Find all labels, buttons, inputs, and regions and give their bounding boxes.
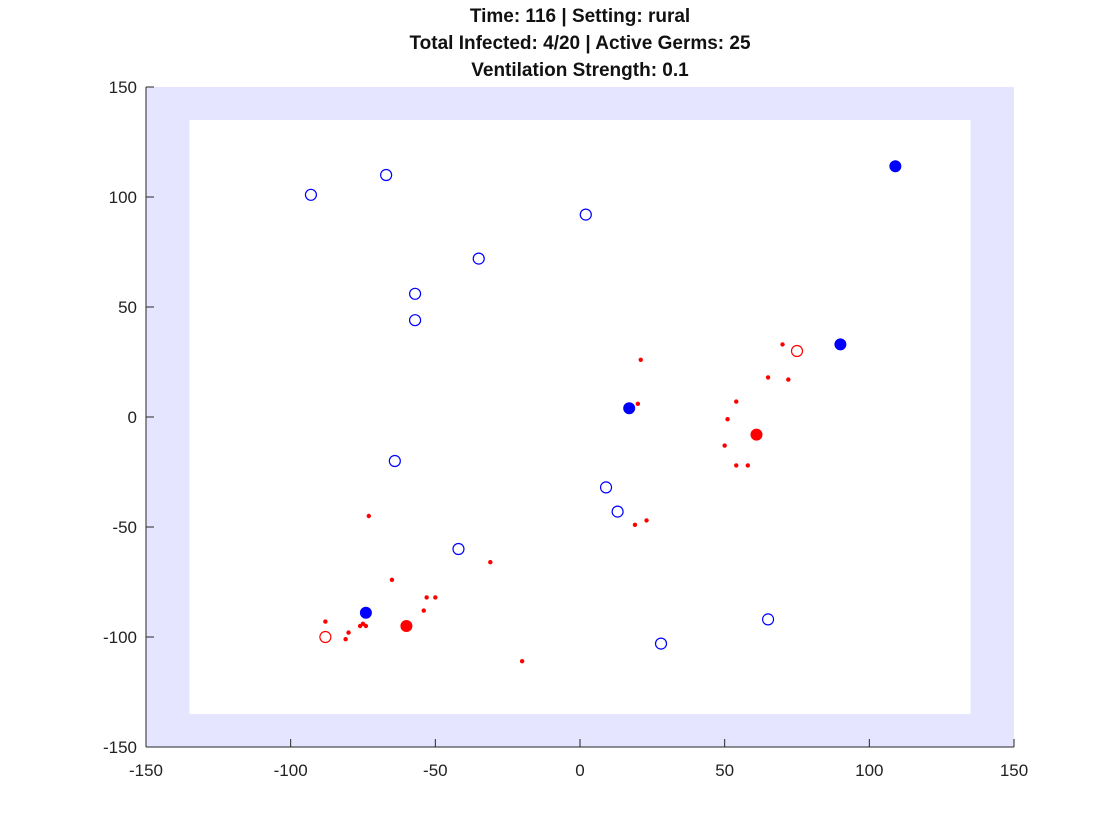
germ-point-20 xyxy=(363,623,369,629)
immune-point-1 xyxy=(834,338,847,351)
germ-point-15 xyxy=(424,595,429,600)
x-axis-ticks: -150 -100 -50 0 50 100 150 xyxy=(129,739,1028,780)
healthy-point-7 xyxy=(599,481,613,494)
y-tick-label-5: -100 xyxy=(103,628,137,647)
healthy-point-0 xyxy=(304,188,318,201)
infected-point-1 xyxy=(400,620,413,632)
healthy-point-5 xyxy=(408,314,422,327)
title-line-ventilation: Ventilation Strength: 0.1 xyxy=(471,60,689,81)
germ-point-10 xyxy=(644,518,649,523)
germ-point-7 xyxy=(722,443,727,448)
healthy-point-9 xyxy=(452,542,465,556)
y-tick-label-3: 0 xyxy=(128,408,137,427)
germ-point-4 xyxy=(734,399,739,404)
y-tick-label-4: -50 xyxy=(112,518,137,537)
immune-point-0 xyxy=(889,160,902,173)
germ-point-23 xyxy=(519,659,525,664)
y-tick-label-1: 100 xyxy=(109,188,137,207)
plot-area: -150 -100 -50 0 50 100 150 150100500-50-100-15… xyxy=(103,78,1028,780)
x-tick-label-1: -100 xyxy=(274,761,308,780)
infected-inactive-point-0 xyxy=(790,344,804,358)
healthy-point-10 xyxy=(761,613,775,626)
germ-point-22 xyxy=(343,637,348,642)
germ-point-1 xyxy=(780,342,785,347)
germ-point-6 xyxy=(725,417,730,422)
room-interior xyxy=(189,120,971,714)
x-tick-label-0: -150 xyxy=(129,761,163,780)
germ-point-2 xyxy=(765,375,771,380)
x-tick-label-5: 100 xyxy=(855,761,883,780)
germ-point-24 xyxy=(357,623,363,629)
healthy-point-2 xyxy=(579,208,592,221)
germ-point-3 xyxy=(786,377,791,382)
x-tick-label-4: 50 xyxy=(715,761,734,780)
healthy-point-3 xyxy=(472,252,485,265)
x-tick-label-2: -50 xyxy=(423,761,448,780)
y-tick-label-6: -150 xyxy=(103,738,137,757)
germ-point-8 xyxy=(734,463,739,468)
germ-point-5 xyxy=(635,401,641,406)
germ-point-0 xyxy=(638,357,643,362)
germ-point-16 xyxy=(433,595,438,600)
y-tick-label-2: 50 xyxy=(118,298,137,317)
germ-point-17 xyxy=(421,608,426,613)
germ-point-14 xyxy=(389,577,395,582)
infected-point-0 xyxy=(750,428,763,441)
healthy-point-4 xyxy=(408,287,422,300)
x-tick-label-6: 150 xyxy=(1000,761,1028,780)
germ-point-21 xyxy=(346,630,351,635)
y-axis-ticks: 150 100 50 0 -50 -100 -150 xyxy=(103,78,154,757)
axes: -150 -100 -50 0 50 100 150 150100500-50-100-15… xyxy=(103,78,1028,780)
germ-point-12 xyxy=(366,513,371,519)
immune-point-3 xyxy=(359,606,372,619)
germ-point-13 xyxy=(488,560,493,565)
germ-point-11 xyxy=(632,522,638,527)
title-line-infected-germs: Total Infected: 4/20 | Active Germs: 25 xyxy=(409,33,751,54)
germ-point-18 xyxy=(323,619,328,624)
healthy-point-8 xyxy=(611,505,624,518)
title-line-time-setting: Time: 116 | Setting: rural xyxy=(470,6,690,27)
data-marks xyxy=(304,160,902,664)
infected-inactive-point-1 xyxy=(319,630,332,644)
healthy-point-1 xyxy=(380,168,393,182)
immune-point-2 xyxy=(623,402,636,415)
y-tick-label-0: 150 xyxy=(109,78,137,97)
healthy-point-11 xyxy=(654,637,668,650)
x-tick-label-3: 0 xyxy=(575,761,584,780)
chart-title: Time: 116 | Setting: rural Total Infecte… xyxy=(409,6,751,81)
healthy-point-6 xyxy=(388,454,401,468)
germ-point-9 xyxy=(745,463,751,468)
